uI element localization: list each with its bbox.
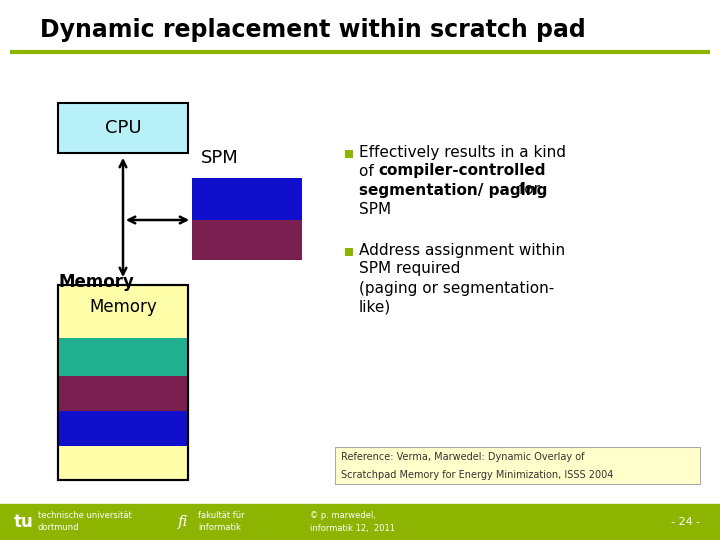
Bar <box>345 150 353 158</box>
Text: Memory: Memory <box>89 298 157 316</box>
Text: compiler-controlled: compiler-controlled <box>378 164 546 179</box>
Text: © p. marwedel,: © p. marwedel, <box>310 511 376 521</box>
Text: CPU: CPU <box>104 119 141 137</box>
Bar <box>192 220 302 260</box>
Bar <box>335 447 700 484</box>
Text: SPM required: SPM required <box>359 261 460 276</box>
Text: (paging or segmentation-: (paging or segmentation- <box>359 280 554 295</box>
Bar <box>0 504 720 540</box>
Text: technische universität: technische universität <box>38 511 132 521</box>
Text: - 24 -: - 24 - <box>671 517 700 527</box>
Text: Scratchpad Memory for Energy Minimization, ISSS 2004: Scratchpad Memory for Energy Minimizatio… <box>341 470 613 480</box>
Text: of: of <box>359 164 379 179</box>
Bar <box>58 285 188 480</box>
Text: Reference: Verma, Marwedel: Dynamic Overlay of: Reference: Verma, Marwedel: Dynamic Over… <box>341 452 585 462</box>
Bar <box>345 248 353 256</box>
Bar <box>58 285 188 480</box>
Text: informatik 12,  2011: informatik 12, 2011 <box>310 523 395 532</box>
Text: tu: tu <box>14 513 34 531</box>
Text: informatik: informatik <box>198 523 241 532</box>
Text: like): like) <box>359 300 391 314</box>
Bar <box>192 178 302 220</box>
Text: dortmund: dortmund <box>38 523 79 532</box>
Text: SPM: SPM <box>359 201 391 217</box>
Text: SPM: SPM <box>201 149 239 167</box>
Bar <box>58 411 188 446</box>
Text: for: for <box>514 183 540 198</box>
Text: fi: fi <box>178 515 189 529</box>
Text: fakultät für: fakultät für <box>198 511 245 521</box>
Text: segmentation/ paging: segmentation/ paging <box>359 183 547 198</box>
Text: Address assignment within: Address assignment within <box>359 242 565 258</box>
Text: Dynamic replacement within scratch pad: Dynamic replacement within scratch pad <box>40 18 586 42</box>
Text: Effectively results in a kind: Effectively results in a kind <box>359 145 566 159</box>
Text: Memory: Memory <box>58 273 134 291</box>
Bar <box>58 338 188 376</box>
Bar <box>58 376 188 411</box>
Bar <box>58 103 188 153</box>
